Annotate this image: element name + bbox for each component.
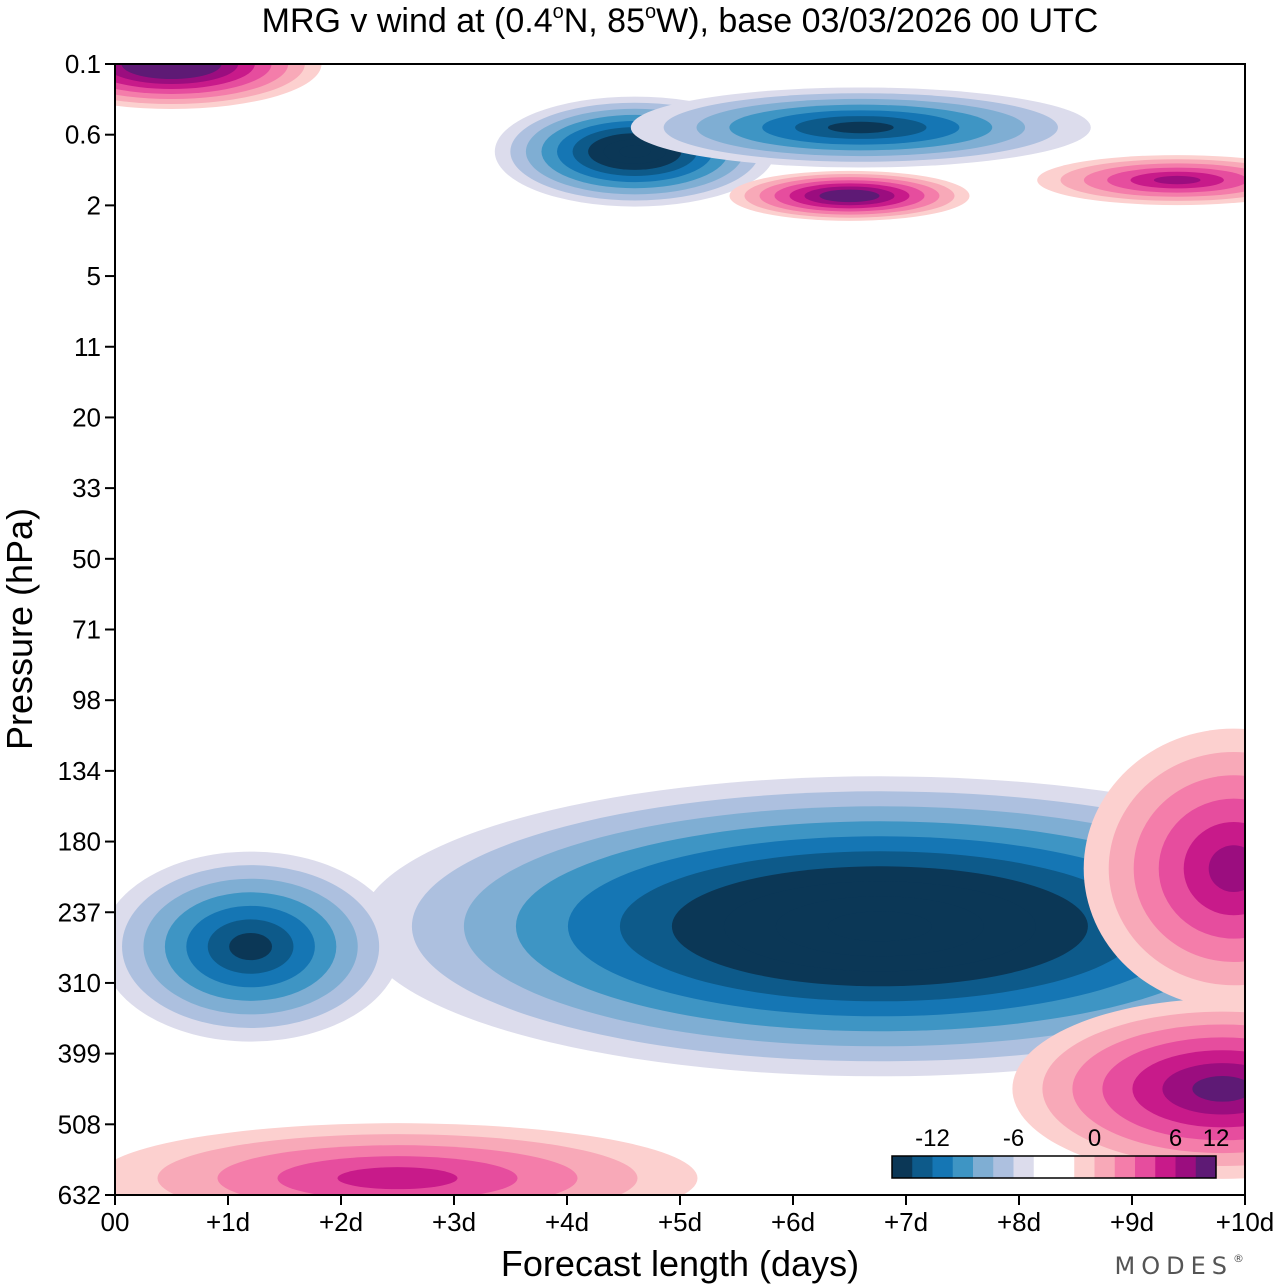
contour-feature-positive xyxy=(729,170,970,221)
y-axis: 0.1 0.6 2 5 11 20 33 50 71 98 134 180 237 310 399 508 63… xyxy=(58,49,115,1210)
y-tick-label: 50 xyxy=(72,544,101,574)
modes-logo: MODES® xyxy=(1115,1252,1250,1280)
contour-level-negative xyxy=(827,121,894,134)
y-tick-label: 98 xyxy=(72,685,101,715)
contour-feature-negative xyxy=(630,87,1091,168)
colorbar-swatch xyxy=(912,1156,933,1178)
contour-level-negative xyxy=(229,932,273,961)
y-axis-label: Pressure (hPa) xyxy=(0,508,40,750)
contour-level-positive xyxy=(154,64,189,69)
contour-field xyxy=(115,64,1245,1195)
colorbar-tick-label: 0 xyxy=(1088,1125,1101,1152)
contour-feature-negative xyxy=(360,776,1245,1077)
x-tick-label: +10d xyxy=(1216,1207,1275,1237)
contour-level-positive xyxy=(337,1167,458,1190)
title-degree-1: o xyxy=(553,1,564,23)
x-tick-label: +1d xyxy=(206,1207,250,1237)
colorbar-swatch xyxy=(1013,1156,1035,1178)
y-tick-label: 0.1 xyxy=(65,49,101,79)
title-suffix: W), base 03/03/2026 00 UTC xyxy=(656,2,1098,40)
contour-level-negative xyxy=(619,145,651,158)
contour-feature-positive xyxy=(1037,155,1245,206)
colorbar-swatch xyxy=(1135,1156,1156,1178)
y-tick-label: 33 xyxy=(72,473,101,503)
y-tick-label: 20 xyxy=(72,402,101,432)
colorbar-swatch xyxy=(1114,1156,1136,1178)
contour-level-positive xyxy=(834,192,865,199)
x-axis-label: Forecast length (days) xyxy=(501,1243,859,1284)
x-tick-label: +6d xyxy=(771,1207,815,1237)
colorbar-swatch xyxy=(1094,1156,1116,1178)
colorbar-tick-label: -12 xyxy=(915,1125,950,1152)
contour-level-positive xyxy=(1153,175,1201,185)
modes-logo-mark: ® xyxy=(1233,1252,1250,1265)
contour-feature-positive xyxy=(115,64,322,109)
y-tick-label: 5 xyxy=(87,261,101,291)
colorbar-swatch xyxy=(932,1156,954,1178)
colorbar-swatch xyxy=(1074,1156,1095,1178)
colorbar-swatch xyxy=(1054,1156,1075,1178)
y-tick-label: 632 xyxy=(58,1180,101,1210)
y-tick-label: 310 xyxy=(58,968,101,998)
x-tick-label: 00 xyxy=(101,1207,130,1237)
y-tick-label: 71 xyxy=(72,615,101,645)
contour-feature-positive xyxy=(115,1123,698,1195)
y-tick-label: 11 xyxy=(74,332,101,362)
colorbar-swatch xyxy=(1175,1156,1197,1178)
contour-feature-negative xyxy=(115,851,401,1042)
contour-feature-positive xyxy=(1012,998,1245,1179)
colorbar-swatch xyxy=(993,1156,1014,1178)
title-degree-2: o xyxy=(645,1,656,23)
contour-level-positive xyxy=(1208,845,1245,892)
title-mid: N, 85 xyxy=(564,2,645,40)
x-tick-label: +5d xyxy=(658,1207,702,1237)
y-tick-label: 2 xyxy=(87,190,101,220)
x-tick-label: +2d xyxy=(319,1207,363,1237)
colorbar-swatch xyxy=(1033,1156,1055,1178)
x-axis: 00 +1d +2d +3d +4d +5d +6d +7d +8d +9d +10d xyxy=(101,1195,1275,1237)
colorbar-tick-label: 12 xyxy=(1203,1125,1230,1152)
colorbar-tick-label: -6 xyxy=(1003,1125,1024,1152)
title-prefix: MRG v wind at (0.4 xyxy=(262,2,553,40)
modes-logo-text: MODES xyxy=(1115,1252,1233,1280)
y-tick-label: 134 xyxy=(58,756,101,786)
colorbar-swatch xyxy=(892,1156,913,1178)
colorbar-swatch xyxy=(1195,1156,1217,1178)
colorbar-frame xyxy=(891,1155,1217,1179)
contour-feature-positive xyxy=(1083,728,1245,1009)
y-tick-label: 508 xyxy=(58,1109,101,1139)
y-tick-label: 0.6 xyxy=(65,120,101,150)
colorbar-tick-label: 6 xyxy=(1169,1125,1182,1152)
x-tick-label: +9d xyxy=(1110,1207,1154,1237)
x-tick-label: +4d xyxy=(545,1207,589,1237)
colorbar-swatch xyxy=(1155,1156,1176,1178)
y-tick-label: 399 xyxy=(58,1039,101,1069)
x-tick-label: +8d xyxy=(997,1207,1041,1237)
colorbar-swatch xyxy=(952,1156,974,1178)
chart-title: MRG v wind at (0.4oN, 85oW), base 03/03/… xyxy=(262,1,1099,40)
y-tick-label: 180 xyxy=(58,827,101,857)
contour-level-positive xyxy=(1192,1075,1245,1102)
x-tick-label: +7d xyxy=(884,1207,928,1237)
colorbar: -12 -6 0 6 12 xyxy=(891,1125,1230,1179)
contour-level-negative xyxy=(827,911,932,942)
x-tick-label: +3d xyxy=(432,1207,476,1237)
y-tick-label: 237 xyxy=(58,897,101,927)
colorbar-swatch xyxy=(973,1156,994,1178)
